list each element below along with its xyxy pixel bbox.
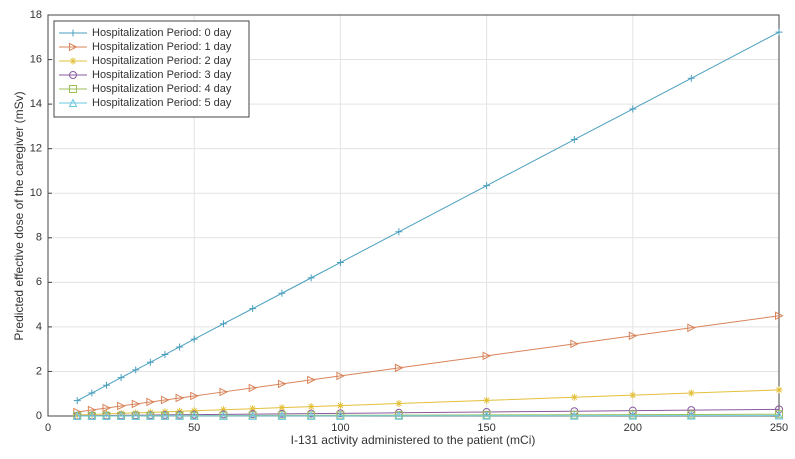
- legend-label: Hospitalization Period: 3 day: [92, 69, 232, 81]
- marker: [220, 320, 227, 327]
- marker: [629, 106, 636, 113]
- y-tick-label: 2: [36, 365, 42, 377]
- marker: [70, 58, 77, 65]
- x-tick-label: 50: [188, 422, 200, 434]
- marker: [337, 402, 344, 409]
- y-tick-label: 12: [30, 143, 42, 155]
- marker: [191, 336, 198, 343]
- y-tick-label: 14: [30, 98, 42, 110]
- x-tick-label: 250: [770, 422, 788, 434]
- x-axis-label: I-131 activity administered to the patie…: [291, 433, 536, 447]
- marker: [571, 394, 578, 401]
- marker: [395, 228, 402, 235]
- marker: [118, 374, 125, 381]
- marker: [176, 343, 183, 350]
- y-tick-label: 0: [36, 410, 42, 422]
- y-axis-label: Predicted effective dose of the caregive…: [12, 91, 26, 340]
- y-tick-label: 4: [36, 321, 42, 333]
- marker: [132, 366, 139, 373]
- marker: [629, 392, 636, 399]
- legend-label: Hospitalization Period: 4 day: [92, 83, 232, 95]
- x-tick-label: 200: [624, 422, 642, 434]
- marker: [278, 290, 285, 297]
- marker: [776, 386, 783, 393]
- x-tick-label: 150: [477, 422, 495, 434]
- marker: [776, 29, 783, 36]
- marker: [483, 397, 490, 404]
- marker: [571, 136, 578, 143]
- marker: [688, 75, 695, 82]
- x-tick-label: 100: [331, 422, 349, 434]
- legend-label: Hospitalization Period: 2 day: [92, 55, 232, 67]
- y-tick-label: 6: [36, 276, 42, 288]
- marker: [88, 390, 95, 397]
- y-tick-label: 10: [30, 187, 42, 199]
- marker: [688, 390, 695, 397]
- marker: [308, 274, 315, 281]
- legend-label: Hospitalization Period: 5 day: [92, 97, 232, 109]
- y-tick-label: 18: [30, 9, 42, 21]
- y-tick-label: 8: [36, 232, 42, 244]
- marker: [74, 397, 81, 404]
- marker: [147, 359, 154, 366]
- marker: [483, 182, 490, 189]
- legend-label: Hospitalization Period: 1 day: [92, 41, 232, 53]
- legend: Hospitalization Period: 0 day Hospitaliza…: [54, 21, 249, 117]
- marker: [308, 403, 315, 410]
- marker: [249, 305, 256, 312]
- y-tick-label: 16: [30, 53, 42, 65]
- marker: [395, 400, 402, 407]
- marker: [337, 259, 344, 266]
- legend-label: Hospitalization Period: 0 day: [92, 27, 232, 39]
- marker: [103, 382, 110, 389]
- marker: [161, 351, 168, 358]
- x-tick-label: 0: [45, 422, 51, 434]
